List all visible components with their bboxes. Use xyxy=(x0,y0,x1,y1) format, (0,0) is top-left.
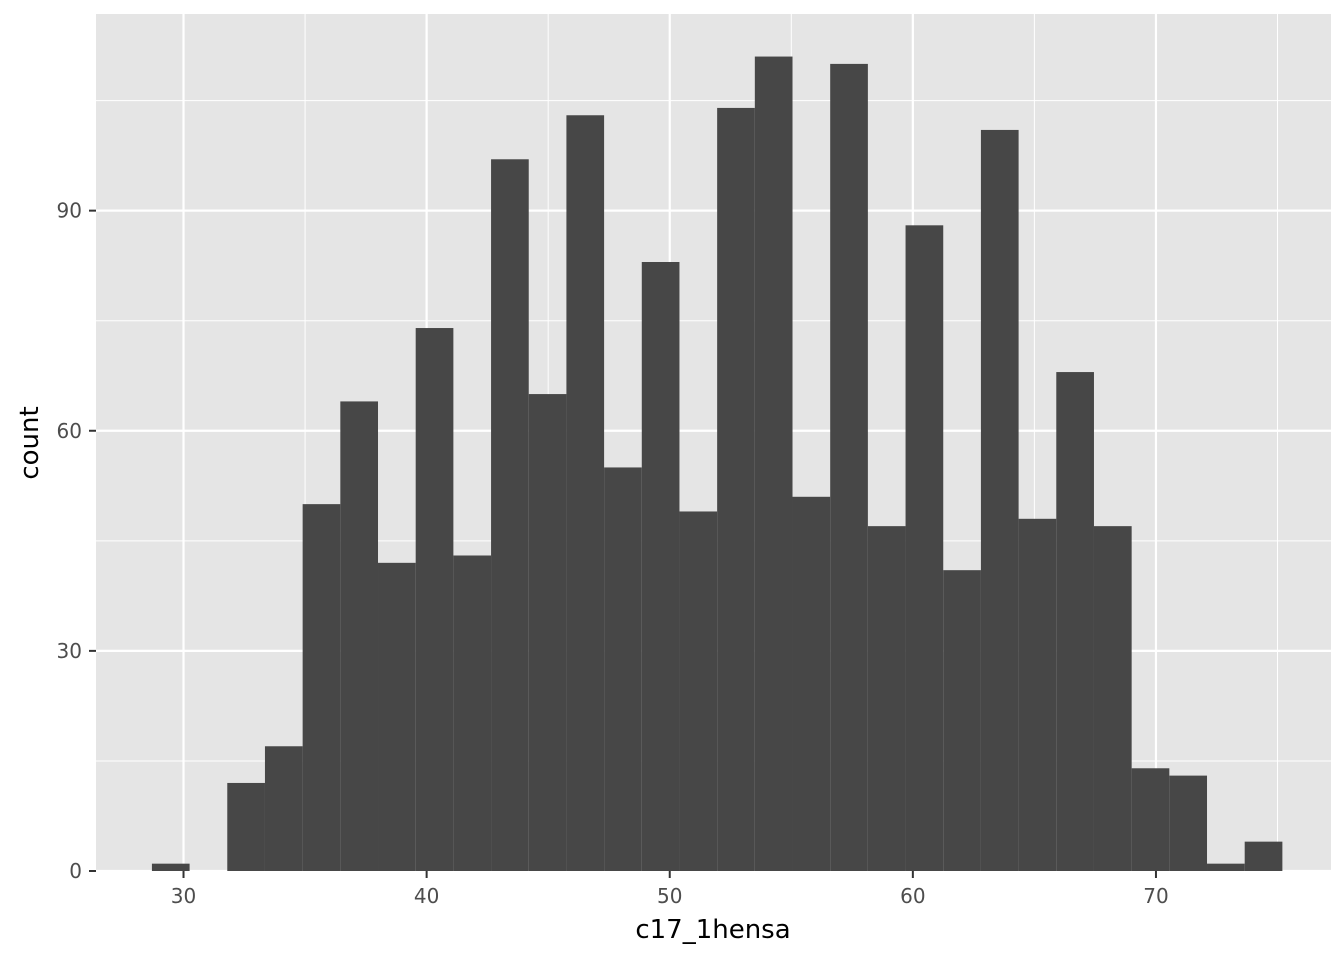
histogram-bar xyxy=(415,328,454,871)
histogram-bar xyxy=(1207,863,1245,871)
histogram-bar xyxy=(302,504,341,871)
y-tick-label: 60 xyxy=(57,419,82,443)
histogram-bar xyxy=(943,570,981,871)
histogram-bar xyxy=(980,129,1019,871)
x-tick-label: 30 xyxy=(171,884,196,908)
histogram-bar xyxy=(340,401,379,871)
histogram-bar xyxy=(378,562,416,871)
histogram-bar xyxy=(830,63,868,871)
y-tick-label: 90 xyxy=(57,199,82,223)
y-axis-tick-labels: 0 30 60 90 xyxy=(57,199,82,883)
histogram-bar xyxy=(792,496,831,871)
y-axis-title: count xyxy=(15,406,45,479)
histogram-bar xyxy=(1131,768,1170,871)
histogram-bar xyxy=(717,107,755,872)
histogram-bar xyxy=(604,467,642,871)
histogram-bar xyxy=(264,746,303,871)
x-axis-title: c17_1hensa xyxy=(635,915,790,945)
histogram-bar xyxy=(867,526,906,871)
histogram-bar xyxy=(491,159,529,871)
x-axis-tick-labels: 30 40 50 60 70 xyxy=(171,884,1169,908)
histogram-bars xyxy=(151,56,1283,872)
x-tick-label: 50 xyxy=(657,884,682,908)
histogram-bar xyxy=(566,115,605,872)
histogram-bar xyxy=(1018,518,1057,871)
x-tick-label: 40 xyxy=(414,884,439,908)
histogram-bar xyxy=(905,225,944,871)
y-tick-label: 0 xyxy=(69,859,82,883)
histogram-bar xyxy=(151,863,190,871)
histogram-bar xyxy=(1169,775,1208,871)
histogram-bar xyxy=(1244,841,1283,871)
axis-ticks xyxy=(89,209,1157,878)
histogram-bar xyxy=(1056,372,1094,871)
histogram-bar xyxy=(227,782,265,871)
x-tick-label: 60 xyxy=(900,884,925,908)
histogram-bar xyxy=(679,511,718,871)
histogram-bar xyxy=(1093,526,1132,871)
histogram-bar xyxy=(641,262,680,871)
histogram-bar xyxy=(754,56,793,871)
histogram-bar xyxy=(528,394,567,871)
x-tick-label: 70 xyxy=(1143,884,1168,908)
histogram-bar xyxy=(453,555,492,871)
y-tick-label: 30 xyxy=(57,639,82,663)
